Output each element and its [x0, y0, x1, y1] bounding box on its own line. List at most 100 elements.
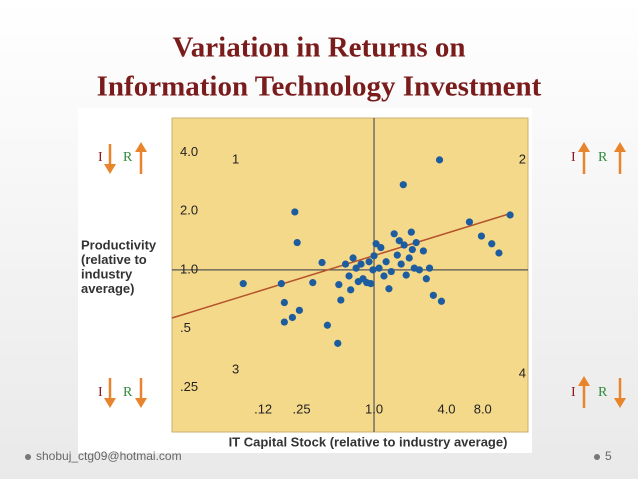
- indicator-i: I: [98, 385, 103, 400]
- point: [369, 266, 377, 274]
- point: [380, 272, 388, 280]
- point: [397, 260, 405, 268]
- footer-bullet: [594, 454, 600, 460]
- title-line: Information Technology Investment: [97, 71, 542, 103]
- indicator-i: I: [571, 150, 576, 165]
- point: [412, 238, 420, 247]
- point: [465, 218, 474, 226]
- x-tick-label: 8.0: [474, 401, 492, 416]
- trend-line: [171, 212, 513, 319]
- point: [347, 286, 355, 294]
- point: [425, 264, 434, 272]
- point: [349, 254, 357, 262]
- point: [335, 281, 343, 289]
- point: [405, 254, 413, 262]
- point: [429, 291, 437, 299]
- point: [495, 249, 503, 257]
- x-tick-label: 4.0: [437, 401, 455, 416]
- arrow-head: [614, 142, 626, 152]
- point: [357, 260, 365, 268]
- point: [402, 271, 410, 279]
- point: [377, 244, 385, 252]
- y-axis-label: industry: [81, 266, 133, 281]
- point: [393, 251, 401, 259]
- point: [387, 267, 395, 276]
- point: [309, 279, 317, 287]
- point: [288, 313, 297, 322]
- indicator-i: I: [571, 385, 576, 400]
- indicator-top-left: I R: [98, 142, 147, 174]
- title-line: Variation in Returns on: [172, 32, 465, 64]
- point: [408, 245, 416, 254]
- page-number: 5: [605, 449, 612, 463]
- arrow-head: [578, 376, 590, 386]
- points: [239, 156, 514, 347]
- point: [415, 266, 423, 274]
- indicator-bottom-left: I R: [98, 378, 147, 408]
- x-tick-label: .12: [254, 401, 272, 416]
- point: [437, 297, 446, 305]
- arrow-head: [135, 398, 147, 408]
- y-tick-label: .5: [180, 320, 191, 335]
- point: [365, 258, 373, 266]
- point: [488, 240, 496, 248]
- quadrant-number: 4: [519, 365, 526, 380]
- point: [280, 298, 288, 307]
- y-tick-label: 2.0: [180, 203, 198, 218]
- point: [345, 272, 353, 280]
- footer-bullet: [25, 454, 31, 460]
- arrow-head: [578, 142, 590, 152]
- point: [295, 306, 303, 314]
- y-axis-label: average): [81, 281, 134, 296]
- y-tick-label: 4.0: [180, 144, 198, 159]
- footer-text: shobuj_ctg09@hotmai.com: [36, 449, 182, 463]
- point: [419, 247, 427, 255]
- point: [385, 285, 393, 293]
- point: [382, 258, 390, 266]
- point: [422, 275, 430, 283]
- point: [341, 260, 350, 268]
- point: [367, 280, 375, 288]
- indicator-bottom-right: I R: [571, 376, 626, 408]
- quadrant-number: 3: [232, 361, 239, 376]
- point: [352, 264, 360, 272]
- y-axis-label: Productivity: [81, 237, 157, 252]
- point: [506, 211, 514, 219]
- point: [400, 241, 408, 249]
- indicator-r: R: [123, 385, 133, 400]
- point: [370, 252, 378, 260]
- point: [337, 296, 345, 304]
- point: [280, 318, 288, 326]
- point: [372, 240, 380, 248]
- indicator-i: I: [98, 150, 103, 165]
- indicator-top-right: I R: [571, 142, 626, 174]
- arrow-head: [104, 398, 116, 408]
- y-tick-label: 1.0: [180, 261, 198, 276]
- quadrant-number: 2: [519, 151, 526, 166]
- x-tick-label: 1.0: [365, 401, 383, 416]
- x-tick-label: .25: [292, 401, 310, 416]
- point: [375, 264, 383, 272]
- point: [318, 258, 326, 267]
- point: [291, 208, 299, 216]
- point: [323, 321, 331, 329]
- plot: 4.0 2.0 1.0 .5 .25 .12 .25 1.0 4.0 8.0 1 2 3 4 Product…: [81, 117, 529, 449]
- indicator-r: R: [598, 385, 608, 400]
- point: [477, 232, 486, 240]
- y-tick-label: .25: [180, 379, 198, 394]
- indicator-r: R: [123, 150, 133, 165]
- point: [293, 238, 301, 247]
- arrow-head: [614, 398, 626, 408]
- indicator-r: R: [598, 150, 608, 165]
- point: [334, 339, 342, 347]
- arrow-head: [135, 142, 147, 152]
- point: [390, 230, 398, 238]
- quadrant-number: 1: [232, 151, 239, 166]
- point: [239, 280, 247, 288]
- y-axis-label: (relative to: [81, 252, 147, 267]
- point: [277, 280, 285, 288]
- point: [399, 181, 407, 189]
- x-axis-label: IT Capital Stock (relative to industry a…: [229, 434, 508, 449]
- point: [407, 228, 415, 236]
